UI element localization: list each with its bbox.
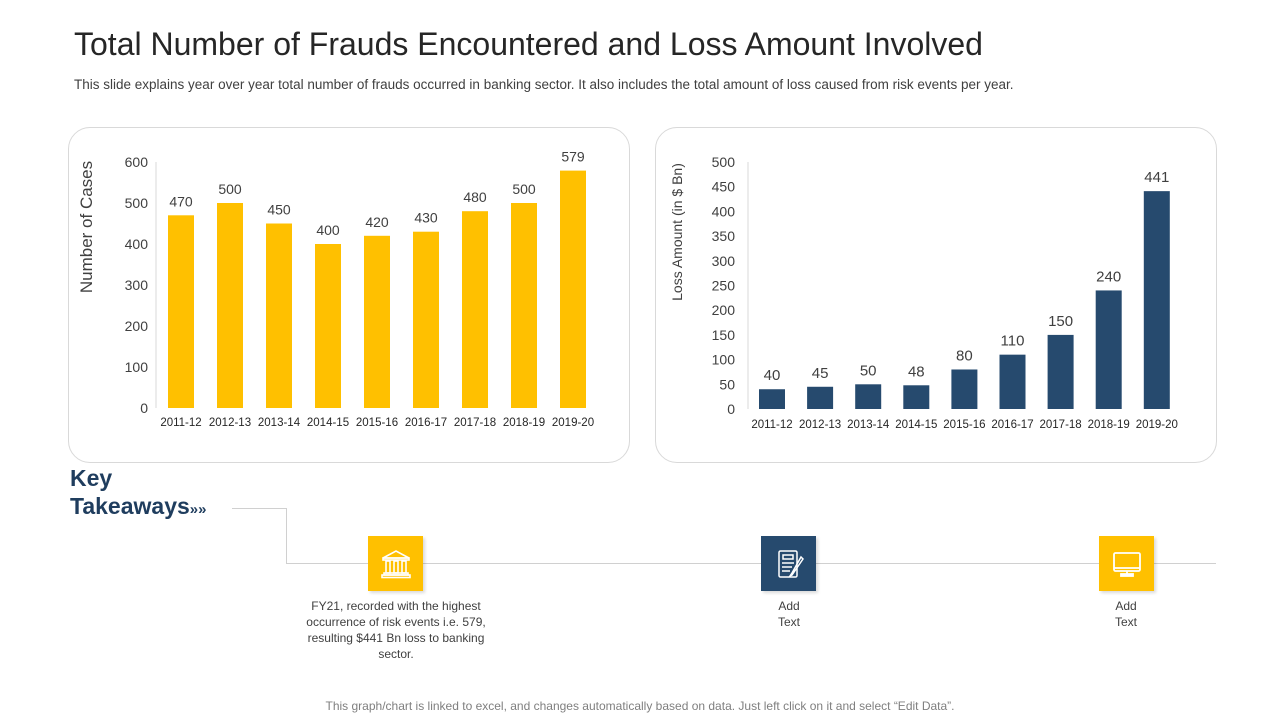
x-tick-label: 2015-16 — [356, 417, 398, 429]
connector-line — [232, 508, 286, 509]
y-axis-title: Loss Amount (in $ Bn) — [669, 163, 685, 301]
y-tick-label: 400 — [125, 236, 149, 252]
y-tick-label: 250 — [712, 278, 736, 294]
page-subtitle: This slide explains year over year total… — [74, 77, 1014, 92]
y-tick-label: 0 — [140, 400, 148, 416]
data-label: 470 — [169, 193, 193, 209]
x-tick-label: 2017-18 — [1039, 419, 1081, 431]
x-tick-label: 2018-19 — [1088, 419, 1130, 431]
y-axis-title: Number of Cases — [77, 161, 96, 293]
y-tick-label: 400 — [712, 203, 736, 219]
y-tick-label: 200 — [712, 302, 736, 318]
footer-note: This graph/chart is linked to excel, and… — [325, 699, 955, 713]
x-tick-label: 2015-16 — [943, 419, 985, 431]
data-label: 579 — [561, 149, 585, 165]
bar — [217, 203, 243, 408]
y-tick-label: 150 — [712, 327, 736, 343]
data-label: 441 — [1144, 169, 1169, 186]
y-tick-label: 50 — [719, 376, 735, 392]
loss-chart-panel — [655, 127, 1217, 463]
data-label: 240 — [1096, 268, 1121, 285]
takeaway-text-3: Add Text — [1086, 598, 1166, 630]
data-label: 45 — [812, 365, 829, 382]
chevrons-icon: »» — [189, 501, 207, 518]
data-label: 50 — [860, 362, 877, 379]
bar — [413, 231, 439, 408]
data-label: 480 — [463, 189, 487, 205]
bar — [364, 235, 390, 408]
data-label: 48 — [908, 363, 925, 380]
x-tick-label: 2014-15 — [307, 417, 349, 429]
x-tick-label: 2011-12 — [160, 417, 201, 429]
x-tick-label: 2011-12 — [751, 419, 792, 431]
data-label: 500 — [512, 181, 536, 197]
data-label: 420 — [365, 214, 389, 230]
y-tick-label: 300 — [125, 277, 149, 293]
x-tick-label: 2012-13 — [209, 417, 251, 429]
y-tick-label: 500 — [125, 195, 149, 211]
page-title: Total Number of Frauds Encountered and L… — [74, 26, 983, 62]
x-tick-label: 2016-17 — [991, 419, 1033, 431]
y-tick-label: 0 — [727, 401, 735, 417]
key-takeaways-heading: Key Takeaways»» — [70, 464, 206, 524]
bar — [1143, 191, 1170, 409]
takeaway-text-1: FY21, recorded with the highest occurren… — [306, 599, 486, 661]
bar — [759, 389, 785, 409]
bar — [1047, 334, 1074, 409]
bar — [511, 203, 537, 408]
key-takeaways-line2: Takeaways — [70, 493, 190, 519]
y-tick-label: 350 — [712, 228, 736, 244]
x-tick-label: 2013-14 — [258, 417, 301, 429]
bar — [999, 354, 1026, 409]
takeaway-text-3-line1: Add — [1115, 599, 1137, 613]
data-label: 40 — [764, 367, 781, 384]
x-tick-label: 2017-18 — [454, 417, 496, 429]
y-tick-label: 100 — [125, 359, 149, 375]
data-label: 150 — [1048, 313, 1073, 330]
data-label: 110 — [1001, 333, 1025, 350]
bar — [315, 244, 341, 408]
x-tick-label: 2018-19 — [503, 417, 545, 429]
x-tick-label: 2012-13 — [799, 419, 841, 431]
x-tick-label: 2019-20 — [552, 417, 594, 429]
bar — [903, 385, 930, 409]
y-tick-label: 100 — [712, 352, 736, 368]
takeaway-text-2-line1: Add — [778, 599, 800, 613]
data-label: 400 — [316, 222, 340, 238]
timeline-line — [286, 563, 1216, 564]
data-label: 500 — [218, 181, 242, 197]
takeaway-text-2: Add Text — [749, 598, 829, 630]
data-label: 430 — [414, 210, 438, 226]
bar — [807, 386, 834, 409]
y-tick-label: 600 — [125, 154, 149, 170]
bar — [1095, 290, 1122, 409]
connector-line — [286, 508, 287, 564]
x-tick-label: 2014-15 — [895, 419, 937, 431]
bar — [462, 211, 488, 408]
bar — [168, 215, 194, 408]
bar — [951, 369, 978, 409]
takeaway-icon-box-2 — [761, 536, 816, 591]
bar — [266, 223, 292, 408]
key-takeaways-line1: Key — [70, 465, 113, 491]
x-tick-label: 2019-20 — [1136, 419, 1178, 431]
y-tick-label: 200 — [125, 318, 149, 334]
takeaway-icon-box-3 — [1099, 536, 1154, 591]
bar — [855, 384, 882, 409]
bar — [560, 170, 586, 408]
bank-icon — [380, 549, 411, 578]
takeaway-text-2-line2: Text — [777, 615, 800, 629]
y-tick-label: 300 — [712, 253, 736, 269]
monitor-icon — [1112, 551, 1141, 577]
x-tick-label: 2016-17 — [405, 417, 447, 429]
x-tick-label: 2013-14 — [847, 419, 890, 431]
y-tick-label: 450 — [712, 179, 736, 195]
data-label: 80 — [956, 347, 973, 364]
takeaway-text-3-line2: Text — [1114, 615, 1137, 629]
data-label: 450 — [267, 202, 291, 218]
notebook-pen-icon — [777, 549, 804, 578]
takeaway-icon-box-1 — [368, 536, 423, 591]
y-tick-label: 500 — [712, 154, 736, 170]
